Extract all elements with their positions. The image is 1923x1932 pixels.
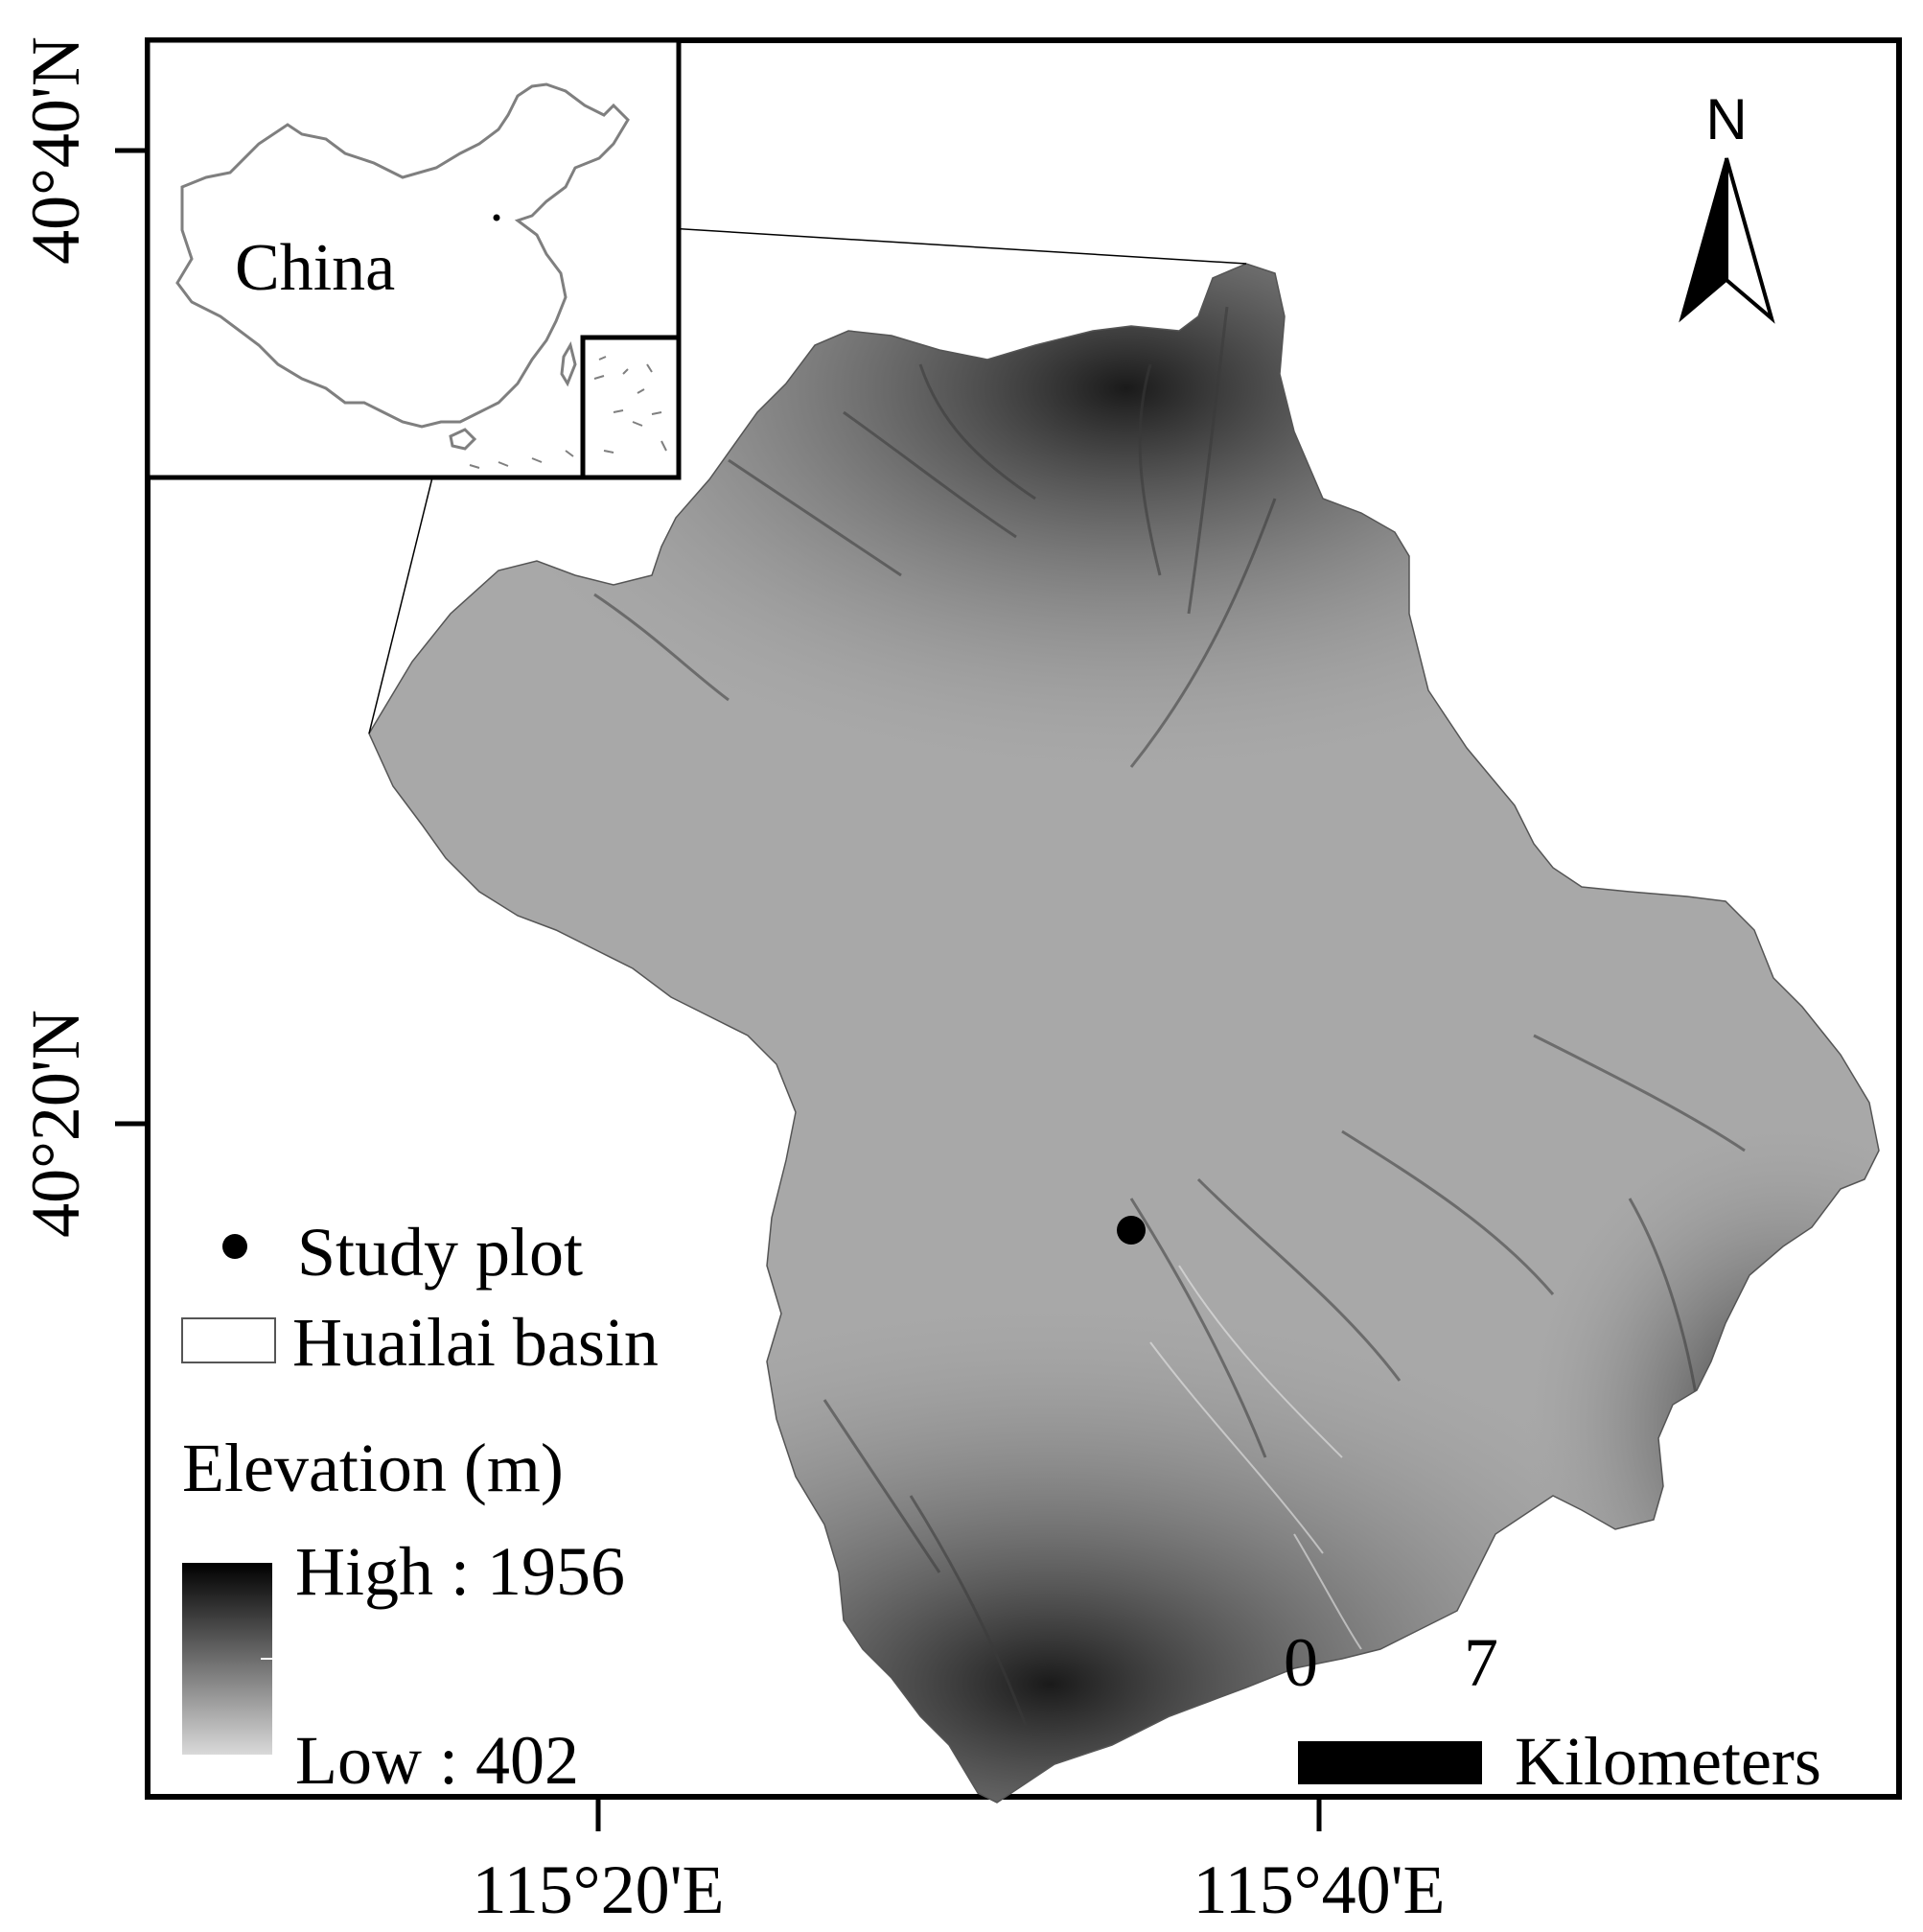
legend-elevation-ramp bbox=[182, 1563, 272, 1755]
scale-bar-block bbox=[1298, 1741, 1482, 1784]
legend-high-label: High : 1956 bbox=[295, 1533, 625, 1610]
scale-bar-tick-end: 7 bbox=[1464, 1624, 1498, 1701]
south-china-sea-inset bbox=[580, 335, 682, 480]
y-tick-label-1: 40°40'N bbox=[17, 36, 94, 265]
taiwan-outline bbox=[560, 341, 577, 387]
legend-elevation-title: Elevation (m) bbox=[182, 1430, 564, 1506]
legend: Study plot Huailai basin Elevation (m) H… bbox=[181, 1214, 659, 1799]
study-plot-marker bbox=[1117, 1216, 1146, 1245]
north-arrow-label: N bbox=[1705, 87, 1747, 151]
legend-study-plot-label: Study plot bbox=[297, 1214, 583, 1291]
legend-basin-label: Huailai basin bbox=[292, 1304, 659, 1381]
basin-outline bbox=[368, 263, 1880, 1804]
scale-bar-unit: Kilometers bbox=[1515, 1723, 1821, 1800]
scale-bar-tick-start: 0 bbox=[1284, 1624, 1318, 1701]
x-tick-label-2: 115°40'E bbox=[1193, 1851, 1445, 1928]
inset-country-label: China bbox=[235, 231, 395, 305]
china-outline bbox=[175, 82, 630, 429]
x-tick-label-1: 115°20'E bbox=[472, 1851, 724, 1928]
legend-study-plot-symbol bbox=[222, 1234, 247, 1259]
south-china-sea-islands bbox=[593, 356, 667, 454]
south-china-sea-dashes bbox=[469, 450, 574, 469]
y-tick-label-2: 40°20'N bbox=[17, 1010, 94, 1238]
inset-location-marker bbox=[493, 214, 500, 221]
legend-basin-symbol bbox=[181, 1317, 276, 1363]
legend-low-label: Low : 402 bbox=[295, 1722, 579, 1799]
scale-bar: 0 7 Kilometers bbox=[1284, 1624, 1821, 1800]
north-arrow: N bbox=[1679, 87, 1775, 324]
inset-map: China bbox=[145, 37, 682, 480]
hainan-outline bbox=[449, 428, 477, 451]
x-axis: 115°20'E 115°40'E bbox=[472, 1797, 1446, 1928]
y-axis: 40°40'N 40°20'N bbox=[17, 36, 148, 1238]
